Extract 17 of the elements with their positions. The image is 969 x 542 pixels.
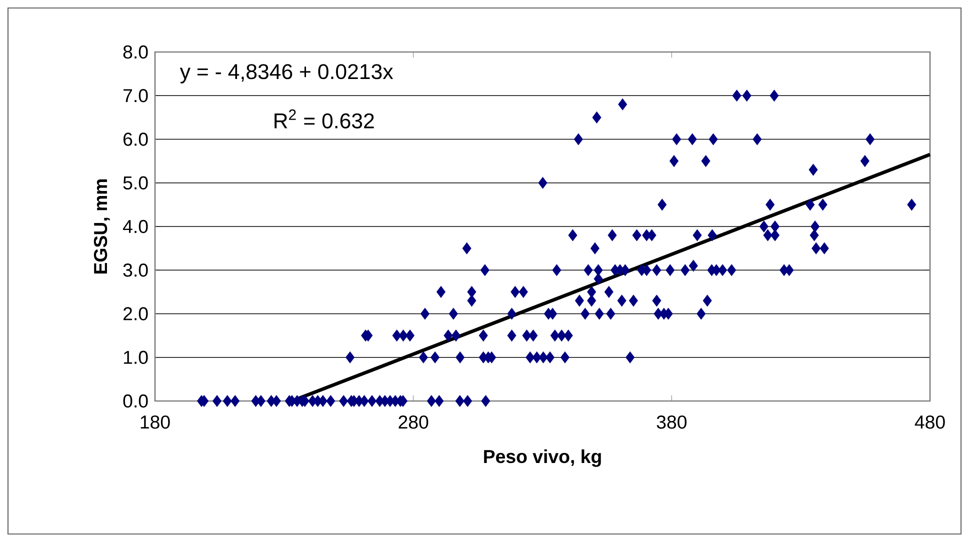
x-tick-label: 280 <box>398 415 428 429</box>
y-tick-label: 3.0 <box>123 264 148 277</box>
y-tick-label: 4.0 <box>122 220 148 234</box>
x-tick-label: 480 <box>914 415 945 429</box>
y-tick-label: 7.0 <box>124 89 148 102</box>
y-tick-label: 5.0 <box>123 176 148 190</box>
y-tick-label: 0.0 <box>123 394 148 408</box>
y-axis-title: EGSU, mm <box>94 179 110 274</box>
y-tick-label: 2.0 <box>124 307 148 320</box>
x-tick-label: 380 <box>656 415 687 429</box>
annotation: R$^{2}$ = 0.632 <box>274 109 374 128</box>
y-tick-label: 6.0 <box>124 132 148 146</box>
y-tick-label: 1.0 <box>124 350 148 364</box>
x-axis-title: Peso vivo, kg <box>484 449 601 467</box>
annotation: y = - 4,8346 + 0.0213x <box>180 64 394 84</box>
x-tick-label: 180 <box>140 415 170 429</box>
y-tick-label: 8.0 <box>123 45 148 59</box>
